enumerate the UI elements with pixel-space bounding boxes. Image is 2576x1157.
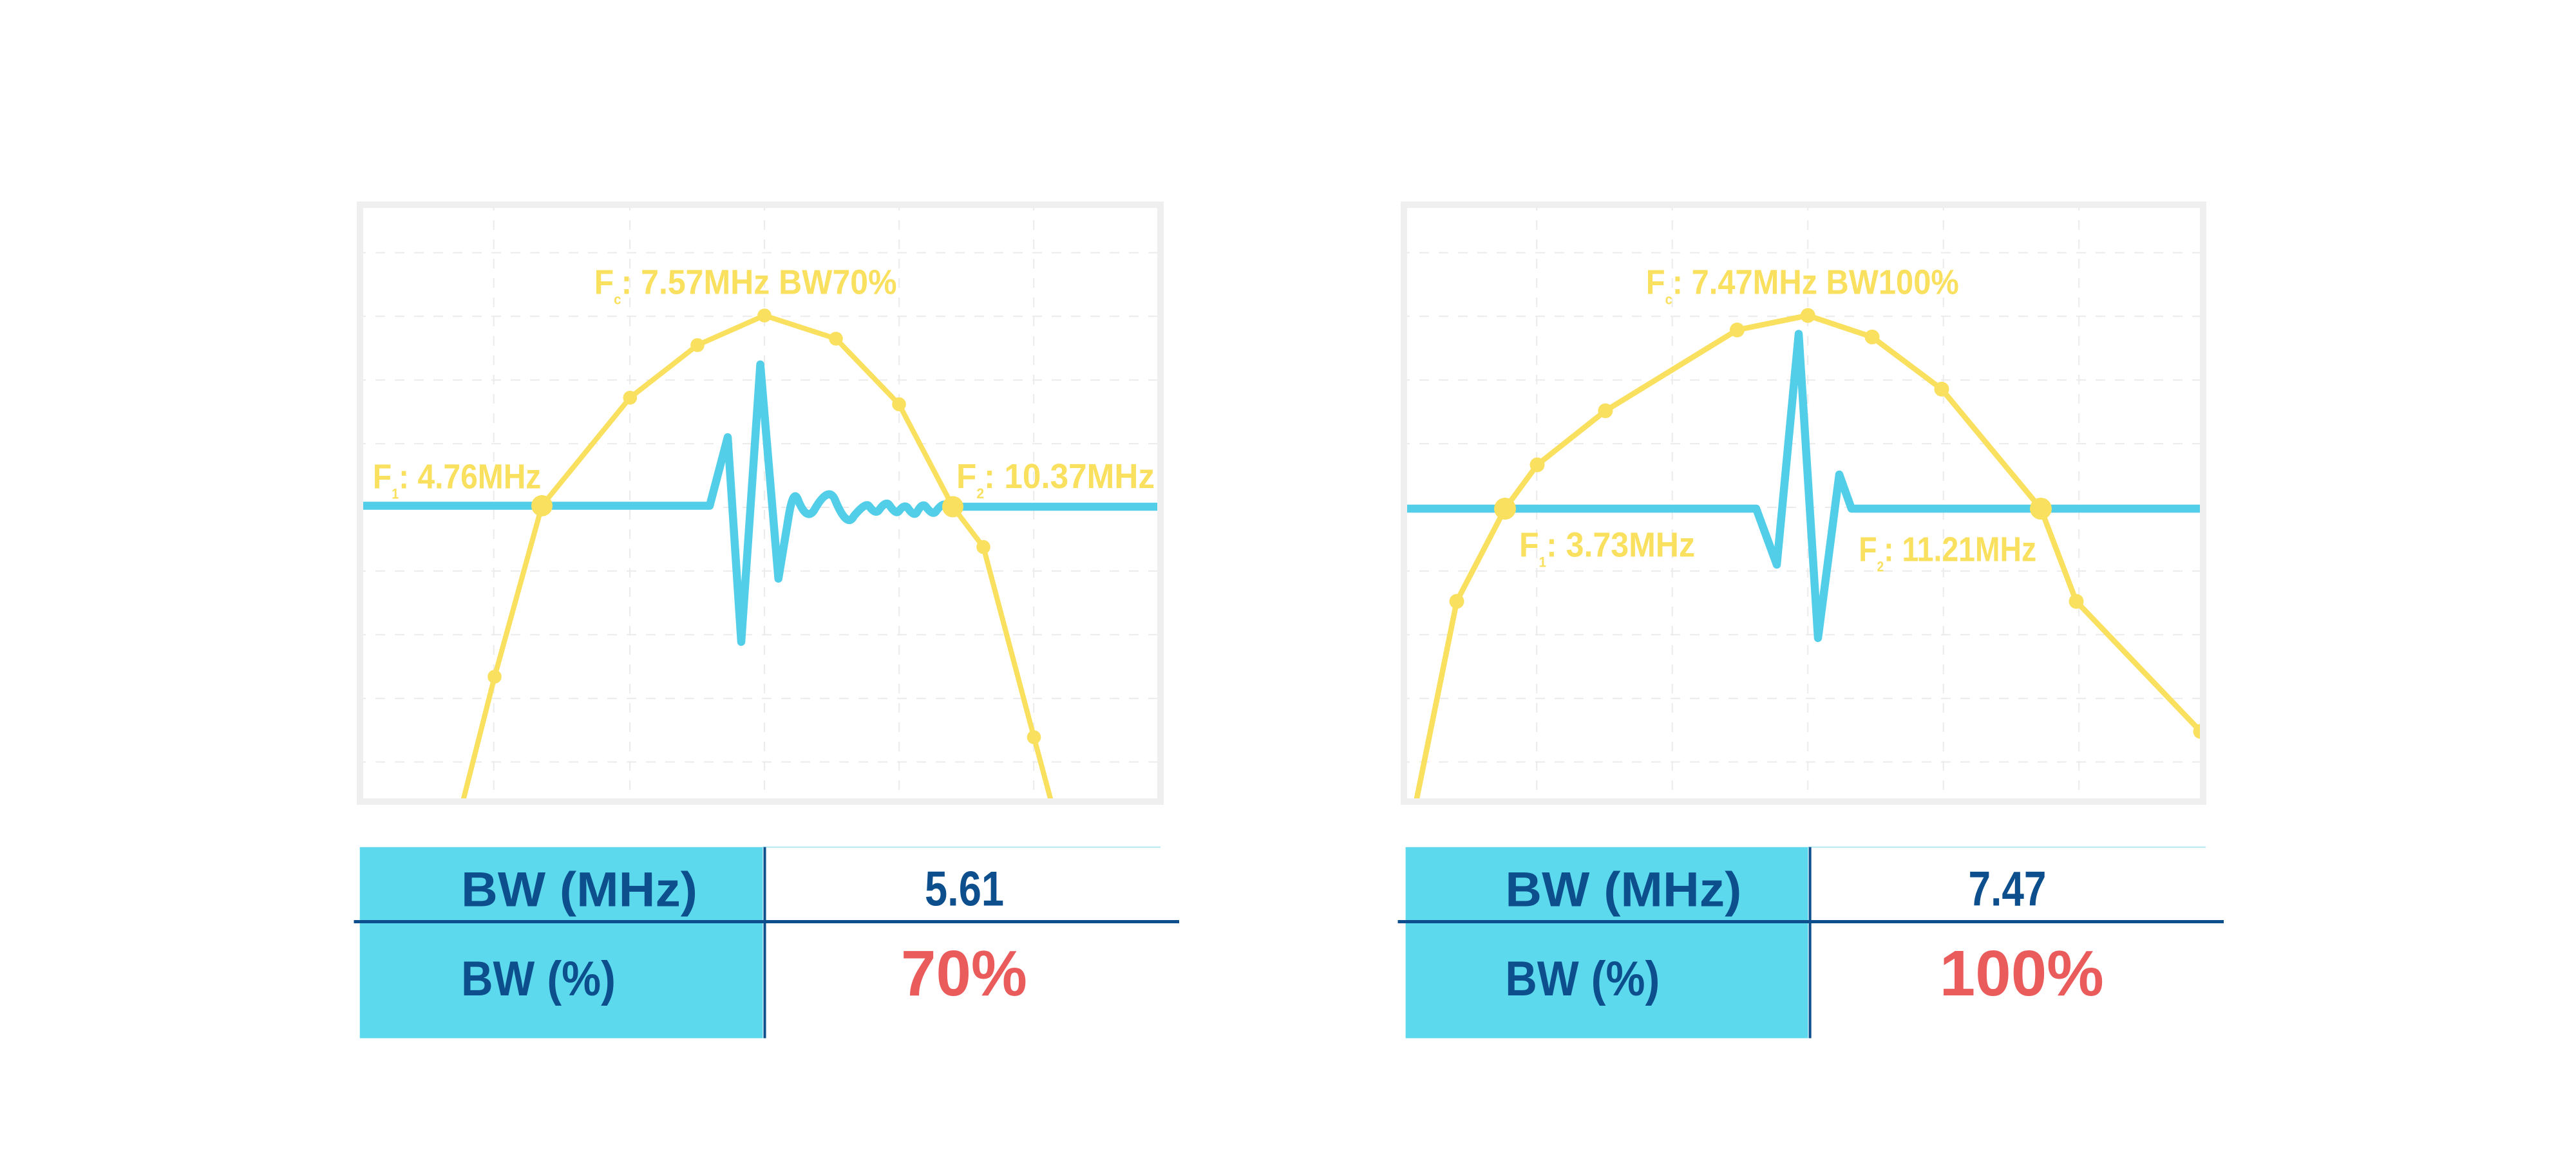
svg-text:70%: 70% — [901, 937, 1027, 1010]
svg-text:7.47: 7.47 — [1969, 862, 2047, 917]
svg-text:F2: 11.21MHz: F2: 11.21MHz — [1859, 531, 2036, 575]
svg-text:BW (%): BW (%) — [1505, 952, 1660, 1006]
svg-text:Fc: 7.47MHz BW100%: Fc: 7.47MHz BW100% — [1646, 264, 1959, 308]
svg-text:100%: 100% — [1940, 937, 2104, 1010]
svg-text:BW (%): BW (%) — [461, 952, 616, 1006]
svg-text:BW (MHz): BW (MHz) — [461, 863, 697, 917]
svg-text:BW (MHz): BW (MHz) — [1505, 863, 1741, 917]
svg-text:F2: 10.37MHz: F2: 10.37MHz — [956, 458, 1155, 502]
svg-text:Fc: 7.57MHz BW70%: Fc: 7.57MHz BW70% — [594, 264, 897, 308]
svg-text:F1: 3.73MHz: F1: 3.73MHz — [1519, 527, 1695, 570]
svg-text:F1: 4.76MHz: F1: 4.76MHz — [373, 458, 541, 502]
svg-text:5.61: 5.61 — [925, 862, 1004, 917]
